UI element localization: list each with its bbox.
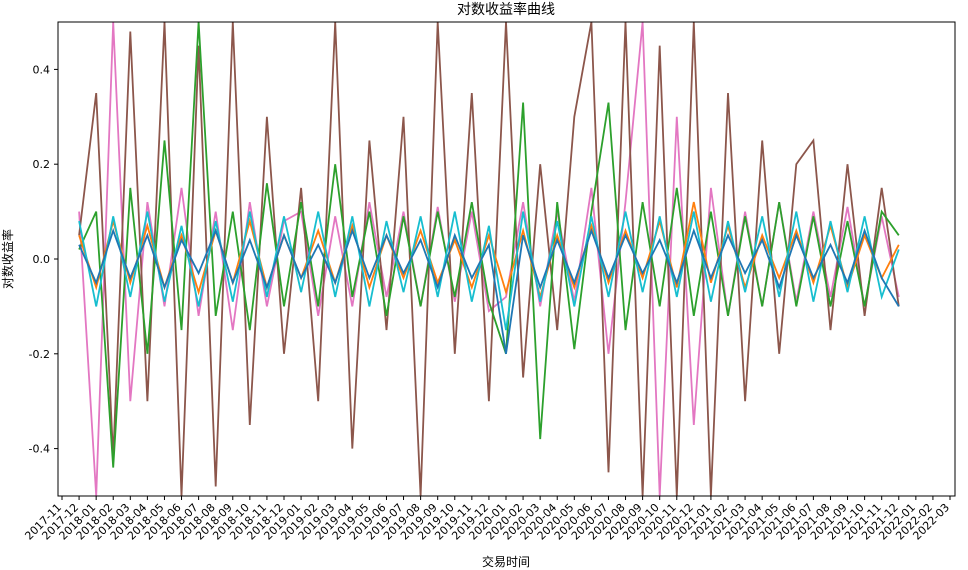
x-axis-label: 交易时间 <box>482 554 530 569</box>
series-line <box>78 22 900 468</box>
y-tick-label: -0.2 <box>29 348 50 361</box>
plot-area <box>78 22 900 496</box>
y-axis-label: 对数收益率 <box>0 229 15 289</box>
chart-title: 对数收益率曲线 <box>457 1 555 18</box>
y-tick-label: 0.4 <box>33 63 51 76</box>
series-line <box>78 227 900 354</box>
series-line <box>78 211 900 331</box>
y-tick-label: -0.4 <box>29 443 50 456</box>
y-tick-label: 0.2 <box>33 158 51 171</box>
series-line <box>78 22 900 496</box>
y-tick-label: 0.0 <box>33 253 51 266</box>
